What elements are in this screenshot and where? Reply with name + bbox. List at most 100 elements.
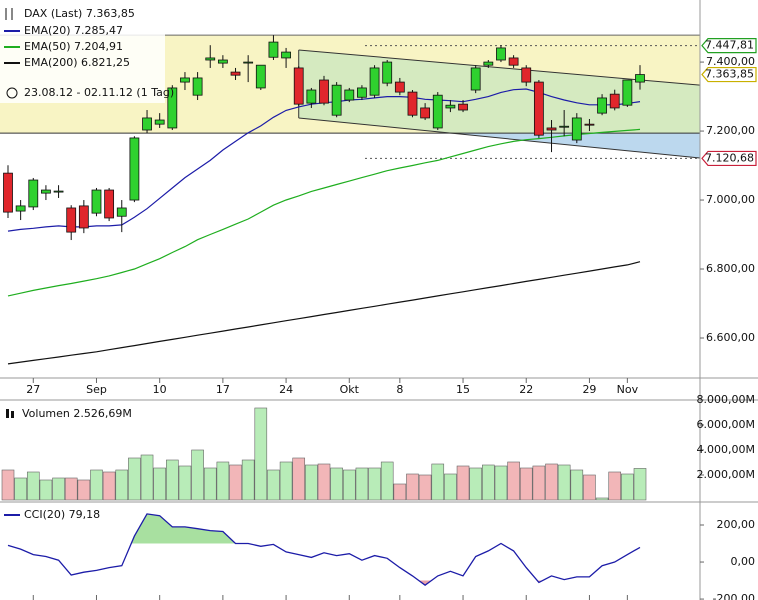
y-tick-label: 7.200,00: [706, 124, 755, 137]
volume-bar: [166, 459, 179, 501]
candle-body: [281, 51, 291, 59]
volume-bar: [532, 465, 546, 501]
volume-bar: [292, 457, 306, 501]
volume-bar: [14, 477, 27, 501]
channel-line: [298, 49, 700, 86]
y-tick-label: 6.600,00: [706, 331, 755, 344]
volume-bar: [26, 471, 40, 501]
volume-bar: [1, 469, 15, 501]
volume-bar: [380, 461, 394, 501]
volume-bar: [368, 467, 381, 501]
x-tick-label: 29: [582, 383, 596, 396]
volume-bar: [406, 473, 419, 501]
cci-fill: [8, 580, 640, 586]
candle-body: [104, 189, 115, 219]
volume-bar: [153, 467, 166, 501]
volume-bar: [608, 471, 622, 501]
volume-bar: [507, 461, 520, 501]
y-tick-label: 7.000,00: [706, 193, 755, 206]
candle-body: [496, 47, 506, 61]
candle-body: [180, 77, 190, 83]
candle-body: [205, 57, 216, 61]
candle-body: [382, 61, 393, 84]
y-tick-label: 8.000,00M: [697, 393, 755, 406]
channel-line: [298, 117, 700, 159]
panel-title: Volumen 2.526,69M: [22, 407, 132, 420]
candle-body: [268, 41, 279, 58]
volume-bar: [633, 468, 647, 501]
volume-bar: [418, 474, 432, 501]
volume-bar: [330, 467, 343, 501]
candle-body: [331, 84, 342, 116]
candle-body: [116, 207, 127, 217]
candle-body: [420, 107, 431, 119]
level-tag-label: 7.447,81: [705, 39, 754, 52]
volume-bar: [444, 473, 457, 501]
candle-body: [319, 79, 329, 104]
volume-bar: [254, 407, 268, 501]
x-tick-label: 15: [456, 383, 470, 396]
candle-body: [230, 71, 241, 76]
volume-bar: [241, 459, 255, 501]
level-tag: [701, 66, 757, 83]
volume-bar: [317, 463, 331, 501]
cci-fill: [8, 513, 640, 544]
candle-body: [559, 125, 570, 128]
volume-bar: [115, 469, 129, 501]
candle-body: [243, 61, 254, 64]
candle-body: [369, 67, 380, 96]
ema-line: [7, 128, 641, 297]
volume-bar: [216, 461, 230, 501]
x-tick-label: 22: [519, 383, 533, 396]
volume-bar: [545, 463, 558, 501]
y-tick-label: 6.000,00M: [697, 418, 755, 431]
candle-body: [508, 57, 519, 66]
volume-bar: [570, 469, 584, 501]
level-tag: [701, 150, 757, 167]
legend-icon: [11, 411, 14, 418]
candle-body: [521, 67, 532, 83]
candle-body: [28, 179, 39, 208]
volume-bar: [77, 479, 91, 501]
y-tick-label: 0,00: [731, 555, 756, 568]
x-tick-label: 27: [26, 383, 40, 396]
level-tag-label: 7.363,85: [705, 68, 754, 81]
legend-label: EMA(20) 7.285,47: [24, 24, 123, 37]
candle-body: [357, 87, 367, 98]
candle-body: [407, 91, 418, 116]
candle-body: [293, 67, 304, 105]
x-tick-label: 17: [216, 383, 230, 396]
candle-body: [470, 67, 481, 91]
candle-body: [609, 93, 620, 109]
legend-subtitle: 23.08.12 - 02.11.12 (1 Tag): [24, 86, 174, 99]
candle-body: [432, 94, 443, 129]
volume-bar: [229, 464, 242, 501]
volume-bar: [456, 465, 470, 501]
volume-bar: [469, 467, 482, 501]
volume-bar: [140, 454, 154, 501]
legend-title: DAX (Last) 7.363,85: [24, 7, 135, 20]
candle-body: [458, 103, 468, 111]
volume-bar: [128, 457, 141, 501]
volume-bar: [621, 473, 634, 501]
legend-box: [0, 0, 165, 103]
candle-body: [306, 89, 317, 104]
level-tag-label: 7.120,68: [705, 151, 754, 164]
volume-bar: [64, 477, 78, 501]
legend-label: EMA(50) 7.204,91: [24, 40, 123, 53]
candle-body: [217, 59, 228, 64]
y-tick-label: 6.800,00: [706, 262, 755, 275]
candle-body: [41, 189, 51, 194]
x-tick-label: Sep: [86, 383, 107, 396]
candle-body: [167, 87, 178, 129]
volume-bar: [519, 467, 533, 501]
candle-body: [78, 205, 89, 229]
candle-body: [597, 97, 607, 114]
volume-bar: [557, 464, 571, 501]
candle-body: [571, 117, 582, 141]
candle-body: [483, 61, 494, 66]
candle-body: [53, 190, 64, 193]
candle-body: [635, 74, 645, 83]
volume-bar: [583, 474, 596, 501]
candle-body: [15, 205, 26, 212]
